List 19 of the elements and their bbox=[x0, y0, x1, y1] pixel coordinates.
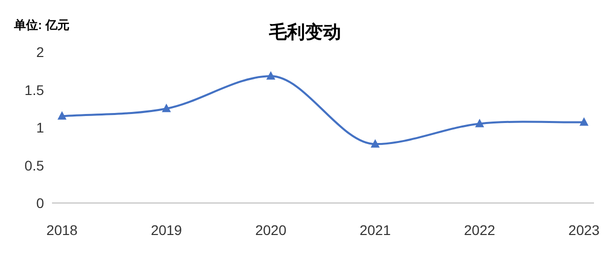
y-tick-label: 1 bbox=[36, 120, 44, 136]
x-tick-label: 2021 bbox=[360, 222, 391, 238]
y-tick-label: 0 bbox=[36, 195, 44, 211]
x-tick-label: 2023 bbox=[568, 222, 600, 238]
x-tick-label: 2018 bbox=[46, 222, 78, 238]
y-tick-label: 2 bbox=[36, 44, 44, 60]
point bbox=[580, 117, 588, 126]
y-axis-title: 单位: 亿元 bbox=[13, 18, 70, 32]
x-tick-label: 2019 bbox=[150, 222, 182, 238]
y-tick-label: 0.5 bbox=[24, 157, 44, 174]
point bbox=[475, 118, 484, 128]
point bbox=[58, 111, 66, 120]
y-tick-label: 1.5 bbox=[24, 82, 44, 98]
point bbox=[162, 104, 171, 112]
chart-title: 毛利变动 bbox=[268, 22, 341, 42]
point bbox=[266, 71, 276, 80]
x-tick-label: 2022 bbox=[464, 222, 496, 238]
point bbox=[370, 139, 380, 148]
x-tick-label: 2020 bbox=[255, 222, 287, 238]
